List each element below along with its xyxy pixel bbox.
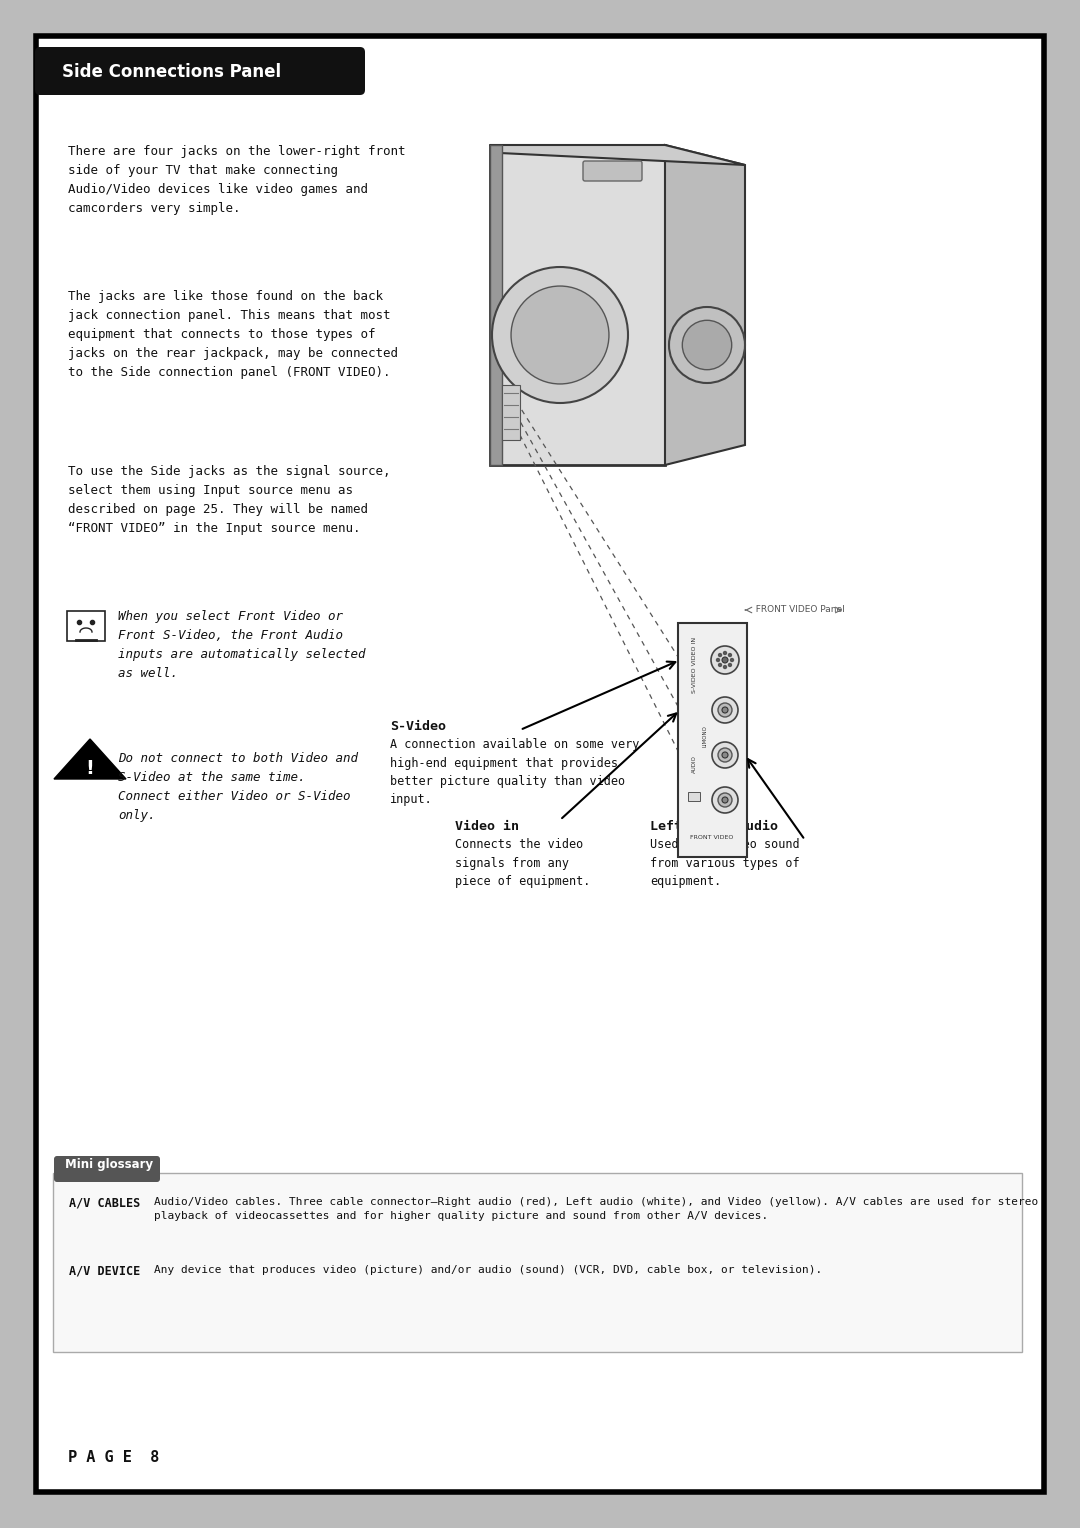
Text: When you select Front Video or
Front S-Video, the Front Audio
inputs are automat: When you select Front Video or Front S-V… xyxy=(118,610,365,680)
Text: There are four jacks on the lower-right front
side of your TV that make connecti: There are four jacks on the lower-right … xyxy=(68,145,405,215)
Circle shape xyxy=(712,697,738,723)
Circle shape xyxy=(723,657,728,663)
Circle shape xyxy=(723,798,728,804)
Text: Mini glossary: Mini glossary xyxy=(65,1158,153,1170)
Circle shape xyxy=(730,659,733,662)
Circle shape xyxy=(669,307,745,384)
Text: Used for stereo sound
from various types of
equipment.: Used for stereo sound from various types… xyxy=(650,837,799,888)
Text: Any device that produces video (picture) and/or audio (sound) (VCR, DVD, cable b: Any device that produces video (picture)… xyxy=(154,1265,822,1274)
Circle shape xyxy=(683,321,732,370)
Text: Connects the video
signals from any
piece of equipment.: Connects the video signals from any piec… xyxy=(455,837,591,888)
Circle shape xyxy=(716,659,719,662)
Circle shape xyxy=(724,666,727,669)
Circle shape xyxy=(723,752,728,758)
Circle shape xyxy=(718,654,721,657)
Text: A/V CABLES: A/V CABLES xyxy=(69,1196,140,1210)
Circle shape xyxy=(718,703,732,717)
Circle shape xyxy=(728,663,731,666)
FancyBboxPatch shape xyxy=(583,160,642,180)
Polygon shape xyxy=(490,145,745,165)
FancyBboxPatch shape xyxy=(67,611,105,642)
FancyBboxPatch shape xyxy=(35,47,365,95)
Text: Left/Right Audio: Left/Right Audio xyxy=(650,821,778,833)
Circle shape xyxy=(712,787,738,813)
Text: A/V DEVICE: A/V DEVICE xyxy=(69,1265,140,1277)
FancyBboxPatch shape xyxy=(54,1157,160,1183)
Circle shape xyxy=(711,646,739,674)
Polygon shape xyxy=(665,145,745,465)
Text: The jacks are like those found on the back
jack connection panel. This means tha: The jacks are like those found on the ba… xyxy=(68,290,399,379)
FancyBboxPatch shape xyxy=(502,385,519,440)
Circle shape xyxy=(511,286,609,384)
Text: FRONT VIDEO: FRONT VIDEO xyxy=(690,834,733,840)
FancyBboxPatch shape xyxy=(688,792,700,801)
FancyBboxPatch shape xyxy=(490,145,665,465)
Circle shape xyxy=(718,663,721,666)
Circle shape xyxy=(718,749,732,762)
Circle shape xyxy=(492,267,627,403)
Circle shape xyxy=(712,743,738,769)
Text: Video in: Video in xyxy=(455,821,519,833)
Circle shape xyxy=(728,654,731,657)
FancyBboxPatch shape xyxy=(53,1174,1022,1352)
Polygon shape xyxy=(54,740,126,779)
Text: A connection available on some very
high-end equipment that provides
better pict: A connection available on some very high… xyxy=(390,738,639,807)
Text: P A G E  8: P A G E 8 xyxy=(68,1450,159,1465)
Text: S-VIDEO VIDEO IN: S-VIDEO VIDEO IN xyxy=(691,637,697,694)
FancyBboxPatch shape xyxy=(678,623,747,857)
Text: !: ! xyxy=(85,759,94,778)
FancyBboxPatch shape xyxy=(490,145,502,465)
Text: To use the Side jacks as the signal source,
select them using Input source menu : To use the Side jacks as the signal sour… xyxy=(68,465,391,535)
Text: Side Connections Panel: Side Connections Panel xyxy=(62,63,281,81)
Text: FRONT VIDEO Panel: FRONT VIDEO Panel xyxy=(750,605,845,614)
Text: S-Video: S-Video xyxy=(390,720,446,733)
Circle shape xyxy=(724,651,727,654)
FancyBboxPatch shape xyxy=(36,37,1044,1491)
Text: LIMONO: LIMONO xyxy=(702,724,707,747)
Text: Audio/Video cables. Three cable connector—Right audio (red), Left audio (white),: Audio/Video cables. Three cable connecto… xyxy=(154,1196,1038,1221)
Circle shape xyxy=(723,707,728,714)
Text: AUDIO: AUDIO xyxy=(691,755,697,773)
Text: Do not connect to both Video and
S-Video at the same time.
Connect either Video : Do not connect to both Video and S-Video… xyxy=(118,752,357,822)
Circle shape xyxy=(718,793,732,807)
